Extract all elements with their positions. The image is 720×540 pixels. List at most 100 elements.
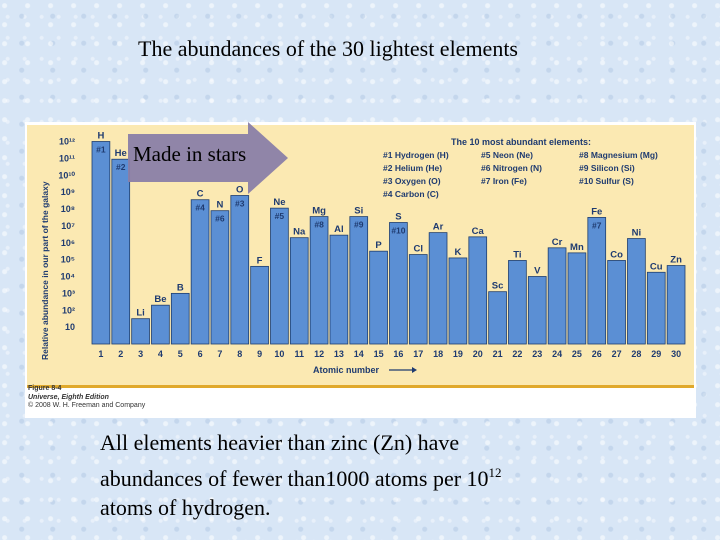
x-tick-label: 24: [552, 349, 562, 359]
legend-entry: #1 Hydrogen (H): [383, 150, 449, 160]
element-symbol-labels: H He Li Be B C N O F Ne Na Mg Al Si P S Cl Ar K Ca Sc Ti V Cr Mn…: [97, 131, 682, 319]
x-tick-label: 11: [294, 349, 304, 359]
bar-Ni: [627, 238, 646, 345]
x-tick-label: 12: [314, 349, 324, 359]
bar-Na: [289, 237, 309, 345]
element-symbol: Be: [154, 294, 166, 305]
caption-figure-number: Figure 8-4: [28, 385, 62, 392]
note-line-1: All elements heavier than zinc (Zn) have: [100, 430, 460, 455]
legend-entry: #8 Magnesium (Mg): [579, 150, 658, 160]
rank-label: #6: [215, 214, 225, 224]
element-symbol: Cu: [650, 261, 663, 272]
element-symbol: Ar: [433, 222, 444, 233]
rank-label: #7: [592, 220, 602, 230]
figure-8-4: 10¹² 10¹¹ 10¹⁰ 10⁹ 10⁸ 10⁷ 10⁶ 10⁵ 10⁴ 10³ 10² 10 H…: [25, 122, 696, 418]
note-exponent: 12: [488, 464, 502, 480]
rank-label: #4: [195, 203, 205, 213]
rank-label: #8: [314, 220, 324, 230]
slide-title: The abundances of the 30 lightest elemen…: [138, 36, 518, 61]
element-symbol: Mn: [570, 242, 584, 253]
legend-entry: #10 Sulfur (S): [579, 176, 634, 186]
rank-label: #3: [235, 199, 245, 209]
made-in-stars-label: Made in stars: [133, 142, 247, 166]
y-tick-label: 10⁶: [61, 238, 75, 248]
bar-Al: [329, 234, 349, 345]
y-tick-label: 10⁸: [61, 204, 75, 214]
x-tick-label: 14: [354, 349, 364, 359]
bar-P: [369, 250, 388, 345]
x-tick-label: 9: [257, 349, 262, 359]
x-tick-label: 26: [592, 349, 602, 359]
x-tick-label: 27: [612, 349, 622, 359]
bar-Ti: [508, 260, 527, 345]
x-tick-label: 23: [532, 349, 542, 359]
bar-Ne: [270, 207, 289, 345]
legend-entry: #4 Carbon (C): [383, 189, 439, 199]
y-tick-label: 10⁷: [61, 221, 75, 231]
abundance-bar-chart: 10¹² 10¹¹ 10¹⁰ 10⁹ 10⁸ 10⁷ 10⁶ 10⁵ 10⁴ 10³ 10² 10 H…: [40, 131, 686, 375]
bar-Cu: [646, 271, 666, 345]
bar-S: [389, 222, 408, 345]
note-line-2: abundances of fewer than1000 atoms per 1…: [100, 458, 660, 494]
x-tick-label: 2: [118, 349, 123, 359]
y-tick-label: 10³: [62, 288, 75, 298]
bar-H: [91, 141, 111, 345]
element-symbol: O: [236, 185, 243, 196]
element-symbol: Li: [136, 308, 144, 319]
y-tick-label: 10¹¹: [59, 153, 75, 163]
element-symbol: V: [534, 266, 541, 277]
x-tick-label: 13: [334, 349, 344, 359]
x-tick-label: 29: [651, 349, 661, 359]
bar-K: [448, 257, 468, 345]
caption-copyright: © 2008 W. H. Freeman and Company: [28, 402, 146, 409]
element-symbol: S: [395, 212, 401, 223]
bar-Ar: [428, 232, 448, 345]
element-symbol: Si: [354, 206, 363, 217]
x-tick-label: 30: [671, 349, 681, 359]
element-symbol: Cr: [552, 237, 563, 248]
bar-B: [170, 292, 190, 345]
x-tick-label: 17: [413, 349, 423, 359]
y-tick-label: 10²: [62, 305, 75, 315]
y-tick-label: 10⁵: [61, 255, 75, 265]
bar-Mg: [309, 216, 329, 345]
element-symbol: Co: [610, 249, 623, 260]
bar-Zn: [666, 265, 686, 345]
y-axis-label: Relative abundance in our part of the ga…: [40, 181, 50, 360]
bar-C: [190, 199, 210, 345]
element-symbol: P: [375, 240, 382, 251]
legend-entry: #6 Nitrogen (N): [481, 163, 542, 173]
bar-Co: [607, 260, 626, 345]
bar-V: [527, 276, 547, 345]
legend-entry: #9 Silicon (Si): [579, 163, 635, 173]
bar-Li: [131, 318, 150, 345]
element-symbol: Na: [293, 227, 306, 238]
element-symbol: Fe: [591, 206, 602, 217]
bar-He: [111, 158, 131, 345]
bar-Ca: [468, 236, 488, 345]
legend-entry: #5 Neon (Ne): [481, 150, 533, 160]
x-tick-label: 18: [433, 349, 443, 359]
legend-title: The 10 most abundant elements:: [451, 137, 591, 147]
bar-Cr: [547, 247, 567, 345]
element-symbol: B: [177, 282, 184, 293]
x-axis-label: Atomic number: [313, 365, 380, 375]
bar-F: [250, 265, 269, 345]
rank-label: #5: [275, 211, 285, 221]
x-tick-label: 15: [374, 349, 384, 359]
x-tick-label: 5: [178, 349, 183, 359]
legend-entry: #3 Oxygen (O): [383, 176, 441, 186]
bar-Mn: [567, 252, 587, 345]
x-tick-label: 19: [453, 349, 463, 359]
x-tick-label: 22: [512, 349, 522, 359]
x-tick-label: 8: [237, 349, 242, 359]
y-tick-labels: 10¹² 10¹¹ 10¹⁰ 10⁹ 10⁸ 10⁷ 10⁶ 10⁵ 10⁴ 10³ 10² 10: [58, 137, 75, 333]
x-tick-label: 3: [138, 349, 143, 359]
bar-Fe: [587, 217, 607, 345]
rank-label: #10: [391, 226, 405, 236]
y-tick-label: 10¹⁰: [58, 170, 75, 180]
x-tick-label: 7: [217, 349, 222, 359]
element-symbol: F: [257, 255, 263, 266]
figure-caption: Figure 8-4 Universe, Eighth Edition © 20…: [28, 385, 145, 411]
bar-Si: [349, 216, 369, 345]
